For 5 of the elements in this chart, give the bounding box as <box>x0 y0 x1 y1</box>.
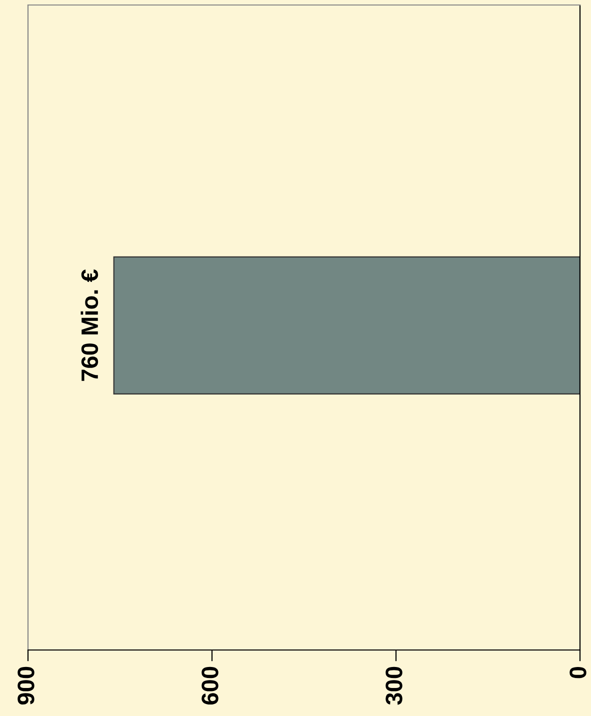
x-tick-label: 300 <box>386 666 402 705</box>
x-tick-label: 900 <box>18 666 34 705</box>
x-tick-label: 0 <box>570 666 586 678</box>
data-label: 760 Mio. € <box>80 269 98 381</box>
x-tick-label: 600 <box>202 666 218 704</box>
